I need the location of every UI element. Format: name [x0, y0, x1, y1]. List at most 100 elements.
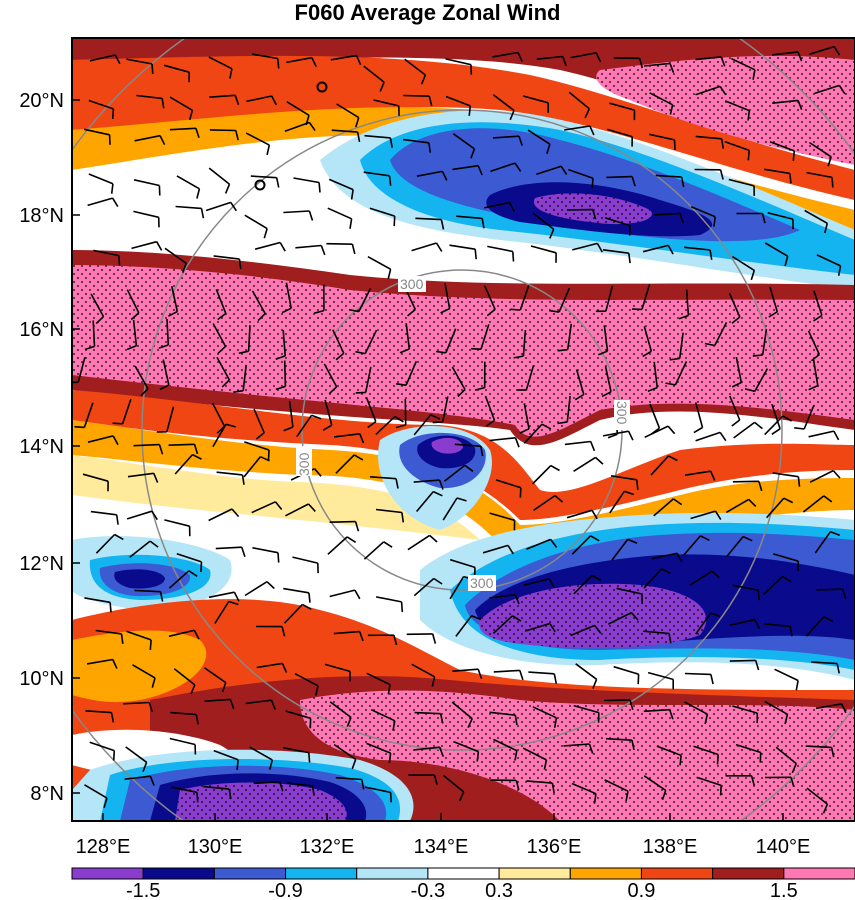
wind-barb [89, 741, 115, 752]
wind-barb-flag [700, 535, 710, 542]
wind-barb-flag [110, 712, 115, 723]
wind-barb-flag [791, 763, 798, 774]
wind-barb-flag [714, 510, 722, 521]
wind-barb [132, 664, 156, 679]
wind-barb [735, 743, 761, 754]
wind-barb [532, 706, 557, 719]
wind-barb [811, 661, 838, 665]
wind-barb [729, 659, 756, 662]
colorbar-swatch [640, 867, 714, 880]
wind-barb-flag [590, 535, 600, 542]
wind-barb [649, 403, 661, 429]
wind-barb-flag [346, 717, 352, 727]
wind-barb-flag [519, 670, 524, 681]
band-orange-top [72, 55, 855, 201]
wind-barb-flag [679, 755, 682, 766]
wind-barb [375, 508, 402, 514]
wind-barb [256, 662, 283, 669]
wind-barb-flag [159, 591, 164, 602]
wind-barb [609, 102, 635, 111]
wind-barb [815, 703, 842, 710]
wind-barb-flag [233, 389, 244, 393]
wind-barb [449, 558, 476, 569]
wind-barb-flag [808, 384, 819, 391]
wind-barb [812, 359, 819, 386]
wind-barb-flag [790, 777, 795, 788]
wind-barb-flag [470, 347, 482, 350]
wind-barb-flag [230, 201, 237, 212]
colorbar-swatch [213, 867, 287, 880]
wind-barb [247, 325, 251, 352]
wind-barb [606, 737, 633, 741]
wind-barb [244, 441, 270, 451]
wind-barb [570, 52, 597, 59]
wind-barb [125, 746, 148, 763]
wind-barb [769, 286, 779, 313]
wind-barb-flag [383, 541, 393, 548]
wind-barb [566, 509, 593, 519]
wind-barb-flag [196, 188, 201, 199]
plot-frame [71, 37, 855, 822]
colorbar-label: -0.3 [411, 880, 445, 900]
wind-barb [772, 472, 799, 478]
wind-barb-flag [195, 714, 199, 725]
wind-barb [283, 747, 309, 754]
wind-barb-flag [302, 603, 312, 610]
wind-barb-flag [601, 391, 612, 398]
wind-barb-flag [744, 388, 755, 393]
wind-barb [366, 672, 391, 686]
wind-barb [649, 92, 673, 106]
wind-barb [164, 519, 190, 527]
wind-barb [216, 356, 231, 381]
wind-barb [695, 56, 722, 61]
wind-barb-flag [200, 561, 203, 572]
wind-barb [443, 464, 466, 482]
wind-barb [480, 324, 490, 350]
wind-barb [489, 437, 516, 442]
wind-barb-flag [428, 96, 433, 107]
wind-barb-flag [233, 591, 240, 602]
wind-barb-flag [680, 176, 685, 188]
wind-barb-flag [181, 263, 187, 273]
y-tick-label: 14°N [19, 436, 64, 458]
wind-barb-flag [112, 659, 118, 669]
wind-barb [531, 465, 552, 485]
wind-barb [416, 170, 443, 177]
wind-barb [93, 249, 120, 257]
y-tick-label: 18°N [19, 205, 64, 227]
wind-barb [452, 164, 479, 171]
wind-barb [732, 705, 758, 714]
wind-barb [656, 745, 682, 757]
ring-label: 300 [614, 401, 630, 425]
wind-barb-flag [754, 660, 760, 671]
wind-barb-flag [283, 426, 294, 432]
wind-barb [735, 356, 743, 383]
wind-barb-flag [468, 105, 472, 116]
wind-barb [131, 240, 157, 250]
wind-barb [455, 615, 473, 637]
wind-barb-flag [518, 135, 523, 146]
wind-barb-flag [768, 311, 778, 318]
wind-barb [610, 475, 637, 481]
wind-barb-flag [277, 552, 280, 563]
wind-barb [286, 782, 313, 787]
wind-barb [530, 245, 557, 254]
wind-barb [606, 175, 633, 179]
wind-barb [605, 285, 614, 312]
wind-barb [85, 710, 112, 714]
wind-barb-flag [221, 379, 230, 388]
wind-barb-flag [467, 718, 473, 729]
wind-barb-flag [307, 503, 316, 512]
wind-barb [690, 510, 716, 520]
wind-barb-flag [351, 244, 356, 255]
wind-barb [212, 323, 227, 347]
wind-barb [370, 476, 397, 480]
wind-barb [415, 217, 442, 221]
wind-barb-flag [486, 308, 496, 317]
wind-barb-flag [672, 498, 683, 506]
wind-barb-flag [435, 350, 447, 354]
wind-barb [370, 708, 396, 722]
wind-barb [328, 178, 354, 191]
wind-barb-flag [709, 249, 713, 260]
wind-barb-flag [822, 803, 829, 814]
